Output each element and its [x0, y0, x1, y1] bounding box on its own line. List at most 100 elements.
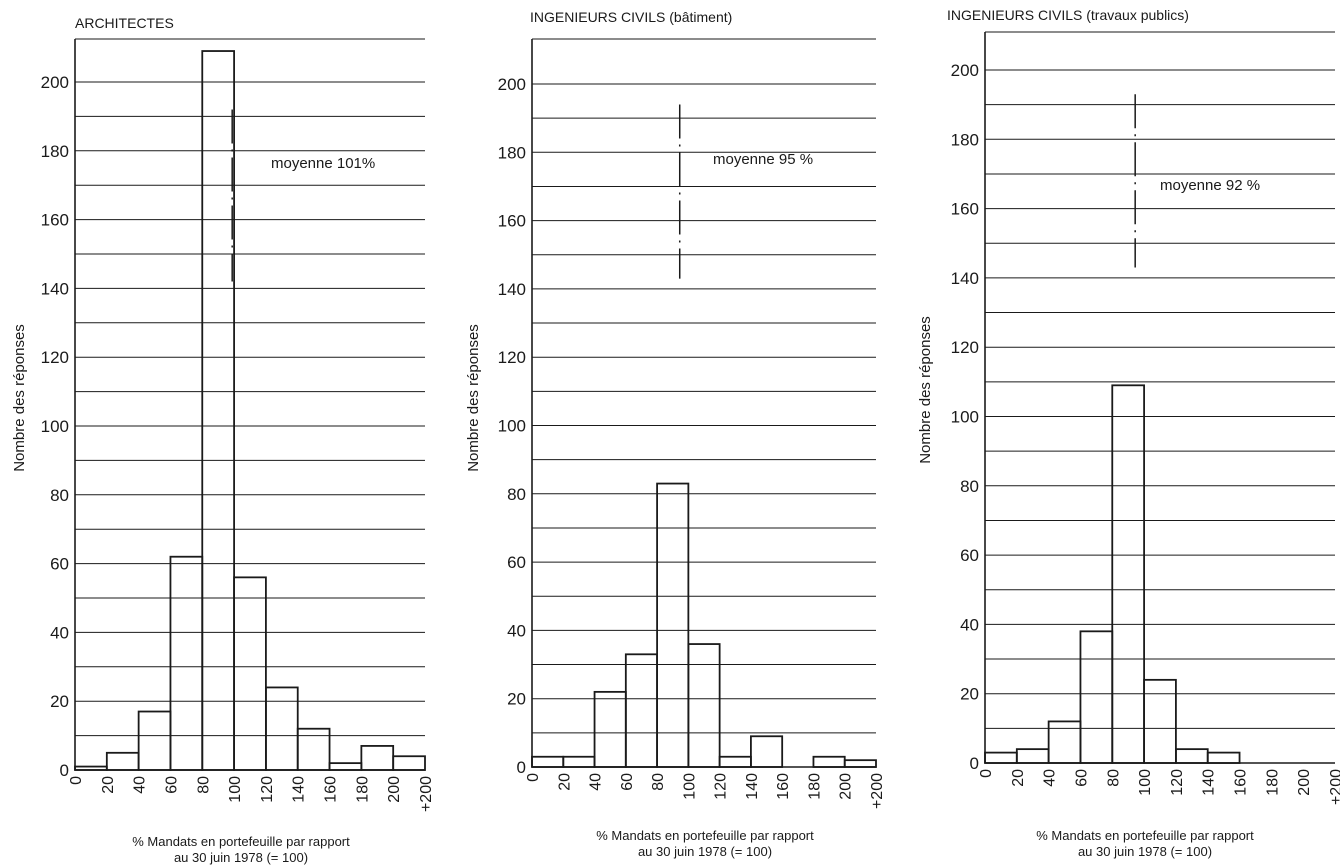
- x-axis-label-line2: au 30 juin 1978 (= 100): [174, 850, 308, 865]
- y-tick-label: 80: [507, 485, 526, 504]
- y-tick-label: 40: [507, 621, 526, 640]
- histogram-bar: [233, 576, 267, 771]
- x-tick-label: 60: [163, 776, 180, 794]
- chart-panel-ingenieurs-batiment: INGENIEURS CIVILS (bâtiment) Nombre des …: [465, 9, 886, 859]
- y-tick-label: 60: [507, 553, 526, 572]
- y-tick-label: 200: [951, 61, 979, 80]
- histogram-bar: [137, 710, 172, 771]
- histogram-bar: [392, 755, 426, 771]
- x-tick-label: 20: [100, 776, 117, 794]
- x-axis-label-line2: au 30 juin 1978 (= 100): [1078, 844, 1212, 859]
- chart-title: INGENIEURS CIVILS (bâtiment): [530, 9, 732, 25]
- y-tick-label: 80: [960, 477, 979, 496]
- y-tick-label: 0: [60, 761, 69, 780]
- y-tick-label: 140: [41, 279, 69, 298]
- x-tick-label: 180: [354, 776, 371, 803]
- x-tick-label: 160: [323, 776, 340, 803]
- y-tick-label: 200: [498, 75, 526, 94]
- y-tick-label: 60: [50, 555, 69, 574]
- histogram-bar: [265, 686, 299, 771]
- histogram-bar: [750, 735, 784, 768]
- x-tick-label: 0: [525, 773, 542, 782]
- y-tick-label: 0: [517, 758, 526, 777]
- histogram-bar: [360, 745, 395, 771]
- x-tick-label: 140: [744, 773, 761, 800]
- x-tick-label: 200: [1296, 769, 1313, 796]
- y-tick-label: 160: [951, 200, 979, 219]
- x-axis-label-line1: % Mandats en portefeuille par rapport: [132, 834, 350, 849]
- chart-title: INGENIEURS CIVILS (travaux publics): [947, 7, 1189, 23]
- y-tick-label: 100: [951, 408, 979, 427]
- y-tick-label: 80: [50, 486, 69, 505]
- chart-title: ARCHITECTES: [75, 15, 174, 31]
- mean-label: moyenne 95 %: [713, 151, 813, 168]
- x-tick-label: 60: [1073, 769, 1090, 787]
- x-tick-label: 140: [291, 776, 308, 803]
- histogram-bar: [105, 751, 140, 771]
- histogram-bar: [1079, 630, 1114, 764]
- y-axis-label: Nombre des réponses: [11, 324, 28, 472]
- histogram-bar: [562, 755, 596, 768]
- y-tick-label: 20: [507, 690, 526, 709]
- histogram-bar: [843, 759, 877, 768]
- y-tick-label: 160: [41, 211, 69, 230]
- histogram-bar: [169, 555, 204, 771]
- x-tick-label: 100: [1137, 769, 1154, 796]
- x-tick-label: +200: [869, 773, 886, 809]
- histogram-bar: [593, 690, 627, 768]
- y-axis-label: Nombre des réponses: [917, 316, 934, 464]
- histogram-bar: [812, 755, 846, 768]
- x-tick-label: 40: [588, 773, 605, 791]
- x-axis-label-line1: % Mandats en portefeuille par rapport: [1036, 828, 1254, 843]
- histogram-bar: [296, 727, 331, 771]
- x-tick-label: 120: [713, 773, 730, 800]
- mean-label: moyenne 101%: [271, 155, 375, 172]
- y-tick-label: 140: [951, 269, 979, 288]
- y-tick-label: 100: [498, 417, 526, 436]
- x-tick-label: 100: [227, 776, 244, 803]
- y-tick-label: 200: [41, 73, 69, 92]
- y-tick-label: 180: [951, 130, 979, 149]
- x-tick-label: 100: [681, 773, 698, 800]
- x-tick-label: 140: [1201, 769, 1218, 796]
- mean-label: moyenne 92 %: [1160, 177, 1260, 194]
- histogram-bar: [656, 482, 690, 768]
- histogram-bar: [1175, 748, 1209, 764]
- x-tick-label: 160: [775, 773, 792, 800]
- histogram-bar: [1143, 678, 1177, 764]
- x-tick-label: +200: [418, 776, 435, 812]
- y-tick-label: 140: [498, 280, 526, 299]
- y-tick-label: 120: [41, 348, 69, 367]
- y-tick-label: 120: [951, 338, 979, 357]
- x-tick-label: 200: [838, 773, 855, 800]
- histogram-bar: [687, 643, 721, 768]
- y-tick-label: 20: [960, 685, 979, 704]
- y-axis-label: Nombre des réponses: [465, 324, 482, 472]
- x-tick-label: 120: [1169, 769, 1186, 796]
- x-tick-label: 160: [1233, 769, 1250, 796]
- histogram-bar: [74, 765, 108, 771]
- chart-panel-architectes: ARCHITECTES Nombre des réponses moyenne …: [11, 15, 435, 865]
- histogram-bar: [328, 762, 363, 771]
- x-tick-label: 180: [806, 773, 823, 800]
- x-tick-label: 120: [259, 776, 276, 803]
- y-tick-label: 60: [960, 546, 979, 565]
- x-tick-label: 40: [132, 776, 149, 794]
- x-tick-label: +200: [1328, 769, 1340, 805]
- histogram-bar: [1015, 748, 1050, 764]
- histogram-bar: [1111, 384, 1145, 764]
- histogram-bar: [1206, 751, 1241, 764]
- x-axis-label-line2: au 30 juin 1978 (= 100): [638, 844, 772, 859]
- histogram-bar: [1047, 720, 1082, 764]
- chart-panel-ingenieurs-travaux-publics: INGENIEURS CIVILS (travaux publics) Nomb…: [917, 7, 1340, 859]
- y-tick-label: 20: [50, 692, 69, 711]
- x-tick-label: 180: [1264, 769, 1281, 796]
- x-tick-label: 0: [978, 769, 995, 778]
- y-tick-label: 120: [498, 348, 526, 367]
- y-tick-label: 40: [50, 623, 69, 642]
- histogram-bar: [718, 755, 752, 768]
- x-tick-label: 0: [68, 776, 85, 785]
- y-tick-label: 40: [960, 615, 979, 634]
- x-tick-label: 200: [386, 776, 403, 803]
